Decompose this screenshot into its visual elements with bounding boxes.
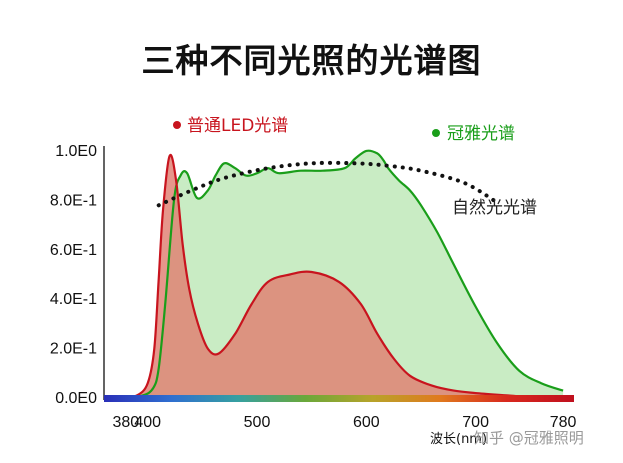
y-tick-label: 4.0E-1 xyxy=(50,291,97,308)
led-line xyxy=(120,153,564,400)
spectrum-bar xyxy=(104,395,574,402)
legend-led-label: 普通LED光谱 xyxy=(187,116,288,136)
y-tick-label: 0.0E0 xyxy=(55,390,97,407)
y-tick-label: 8.0E-1 xyxy=(50,192,97,209)
y-tick-label: 2.0E-1 xyxy=(50,341,97,358)
legend-guanya-label: 冠雅光谱 xyxy=(447,124,515,144)
legend-led: 普通LED光谱 xyxy=(173,116,288,136)
line-layer xyxy=(120,149,564,400)
x-tick-label: 700 xyxy=(462,414,489,431)
guanya-area xyxy=(120,150,564,398)
x-tick-label: 400 xyxy=(134,414,161,431)
y-tick-labels: 0.0E0 2.0E-1 4.0E-1 6.0E-1 8.0E-1 1.0E0 xyxy=(50,143,97,407)
axes xyxy=(103,146,574,402)
x-tick-label: 500 xyxy=(244,414,271,431)
x-axis-label: 波长(nm) xyxy=(430,432,487,447)
led-area xyxy=(120,154,564,399)
watermark: 知乎 @冠雅照明 xyxy=(474,429,584,447)
legend-guanya-marker xyxy=(432,129,440,137)
chart-title: 三种不同光照的光谱图 xyxy=(141,41,482,80)
legend-guanya: 冠雅光谱 xyxy=(432,124,515,144)
area-layer xyxy=(120,150,564,399)
x-tick-label: 600 xyxy=(353,414,380,431)
natural-light-annotation: 自然光光谱 xyxy=(452,198,537,218)
y-tick-label: 6.0E-1 xyxy=(50,242,97,259)
y-tick-label: 1.0E0 xyxy=(55,143,97,160)
legend-led-marker xyxy=(173,121,181,129)
natural-line xyxy=(156,160,500,208)
x-tick-label: 780 xyxy=(550,414,577,431)
x-tick-label: 380 xyxy=(113,414,140,431)
